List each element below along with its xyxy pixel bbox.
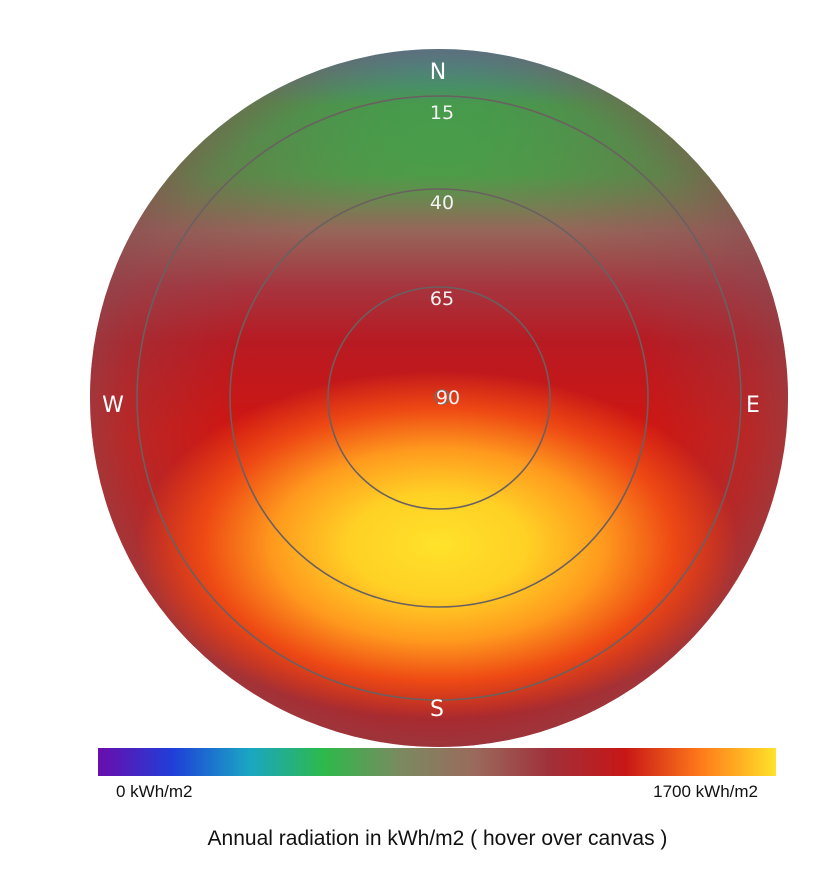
chart-caption: Annual radiation in kWh/m2 ( hover over … <box>207 827 668 850</box>
ring-label-65: 65 <box>430 288 454 310</box>
elevation-rings <box>136 95 742 701</box>
compass-east: E <box>746 393 760 418</box>
radiation-chart[interactable]: 15 40 65 90 N S W E <box>0 0 827 760</box>
ring-15 <box>136 95 742 701</box>
colorbar-max-label: 1700 kWh/m2 <box>653 782 758 801</box>
ring-label-90: 90 <box>436 387 460 409</box>
compass-west: W <box>102 393 124 418</box>
compass-south: S <box>430 697 444 722</box>
polar-canvas[interactable]: 15 40 65 90 N S W E <box>0 0 827 760</box>
ring-40 <box>229 188 649 608</box>
ring-label-40: 40 <box>430 192 454 214</box>
ring-65 <box>327 286 551 510</box>
colorbar-min-label: 0 kWh/m2 <box>116 782 193 801</box>
colorbar <box>98 748 776 776</box>
compass-north: N <box>430 60 446 85</box>
ring-90 <box>434 389 450 405</box>
ring-label-15: 15 <box>430 102 454 124</box>
